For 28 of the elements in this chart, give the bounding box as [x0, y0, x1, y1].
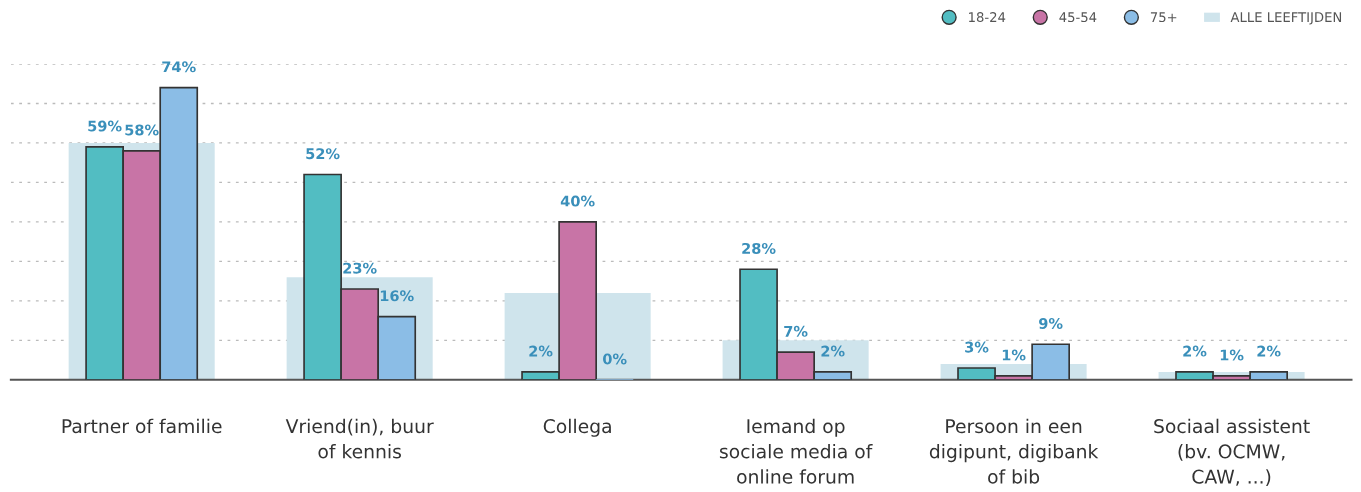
data-label: 74%	[162, 61, 196, 73]
data-label: 9%	[1039, 317, 1063, 329]
data-label: 7%	[784, 325, 808, 337]
x-tick-label: Iemand op sociale media of online forum	[719, 418, 873, 484]
data-label: 59%	[88, 120, 122, 132]
x-tick-label: Sociaal assistent (bv. OCMW, CAW, ...)	[1154, 418, 1310, 486]
data-label: 58%	[125, 124, 159, 136]
legend-label: ALLE LEEFTIJDEN	[1230, 12, 1342, 25]
data-label: 16%	[380, 290, 414, 302]
data-label: 2%	[1183, 345, 1207, 357]
data-label: 3%	[965, 341, 989, 353]
legend-label: 18-24	[969, 12, 1006, 23]
data-label: 0%	[603, 353, 627, 365]
data-label: 1%	[1002, 349, 1026, 361]
data-label: 28%	[742, 242, 776, 254]
data-label: 2%	[1257, 345, 1281, 357]
data-label: 2%	[529, 345, 553, 357]
data-label: 1%	[1220, 349, 1244, 361]
data-label: 40%	[560, 195, 595, 207]
x-tick-label: Collega	[543, 418, 611, 437]
x-tick-label: Partner of familie	[62, 418, 222, 434]
x-tick-label: Persoon in een digipunt, digibank of bib	[929, 418, 1099, 484]
legend-label: 75+	[1150, 12, 1177, 23]
x-tick-label: Vriend(in), buur of kennis	[285, 418, 434, 459]
legend-label: 45-54	[1059, 12, 1097, 23]
data-label: 23%	[343, 262, 377, 274]
data-label: 2%	[821, 345, 845, 357]
data-label: 52%	[306, 148, 340, 160]
